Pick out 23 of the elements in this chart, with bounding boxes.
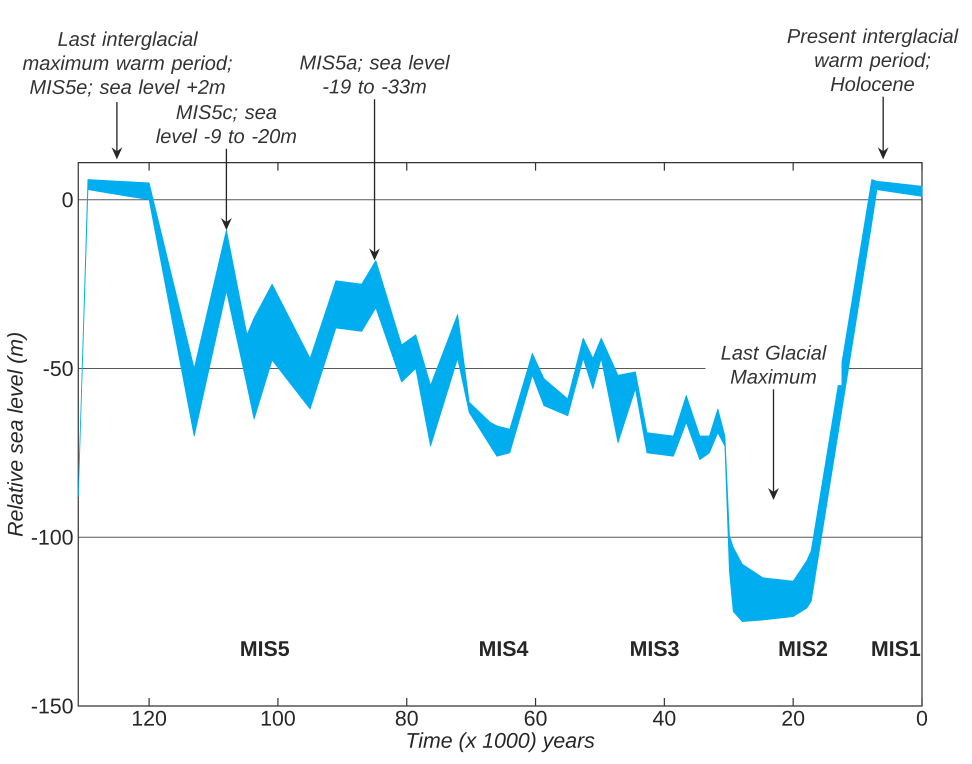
annotation: MIS3 <box>631 641 679 656</box>
y-tick-label: -50 <box>44 360 73 376</box>
x-tick-label: 100 <box>262 710 295 726</box>
annotation: MIS5 <box>241 641 290 656</box>
x-tick-label: 40 <box>652 710 676 726</box>
x-tick-label: 120 <box>132 710 166 726</box>
x-tick-label: 20 <box>782 710 804 726</box>
x-tick-label: 0 <box>916 710 928 726</box>
y-tick-label: 0 <box>62 192 73 208</box>
annotation: MIS2 <box>780 641 828 656</box>
x-tick-label: 80 <box>396 710 418 726</box>
annotation: MIS4 <box>480 641 528 656</box>
annotation: Last Glacial Maximum <box>721 345 827 384</box>
y-axis-title: Relative sea level (m) <box>7 333 28 536</box>
text: Last interglacial maximum warm period; MIS5e; sea level +2m <box>22 31 232 96</box>
x-axis-title: Time (x 1000) years <box>407 732 594 752</box>
x-tick-label: 60 <box>524 710 547 726</box>
text: Present interglacial warm period; Holocene <box>788 28 959 92</box>
y-tick-label: -100 <box>32 530 73 545</box>
annotation: MIS5c; sea level -9 to -20m <box>156 105 296 144</box>
annotation: MIS5a; sea level -19 to -33m <box>300 54 450 94</box>
annotation: MIS1 <box>872 641 920 656</box>
y-tick-label: -150 <box>32 698 73 714</box>
